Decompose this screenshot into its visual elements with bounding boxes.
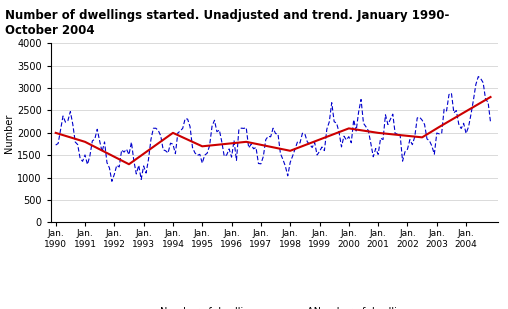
Number of dwellings,
unadjusted [94, 127, 100, 131]
Number of dwellings,
unadjusted [109, 180, 115, 183]
Y-axis label: Number: Number [4, 113, 14, 153]
Number of dwellings,
unadjusted [475, 75, 482, 78]
Line: Number of dwellings,
unadjusted: Number of dwellings, unadjusted [56, 77, 491, 181]
ANumber of dwellings,
trend [180, 135, 186, 139]
Number of dwellings,
unadjusted [180, 126, 186, 130]
ANumber of dwellings,
trend [246, 141, 252, 144]
ANumber of dwellings,
trend [133, 157, 139, 161]
ANumber of dwellings,
trend [126, 163, 132, 166]
Legend: Number of dwellings,
unadjusted, ANumber of dwellings,
trend: Number of dwellings, unadjusted, ANumber… [127, 303, 422, 309]
ANumber of dwellings,
trend [53, 131, 59, 135]
Number of dwellings,
unadjusted [89, 139, 96, 143]
Number of dwellings,
unadjusted [488, 120, 494, 124]
Text: Number of dwellings started. Unadjusted and trend. January 1990-
October 2004: Number of dwellings started. Unadjusted … [5, 9, 450, 37]
Number of dwellings,
unadjusted [133, 172, 139, 176]
ANumber of dwellings,
trend [89, 144, 96, 147]
ANumber of dwellings,
trend [488, 95, 494, 99]
Number of dwellings,
unadjusted [53, 143, 59, 147]
ANumber of dwellings,
trend [94, 146, 100, 150]
ANumber of dwellings,
trend [380, 132, 386, 135]
Number of dwellings,
unadjusted [246, 146, 252, 150]
Number of dwellings,
unadjusted [380, 138, 386, 142]
Line: ANumber of dwellings,
trend: ANumber of dwellings, trend [56, 97, 491, 164]
